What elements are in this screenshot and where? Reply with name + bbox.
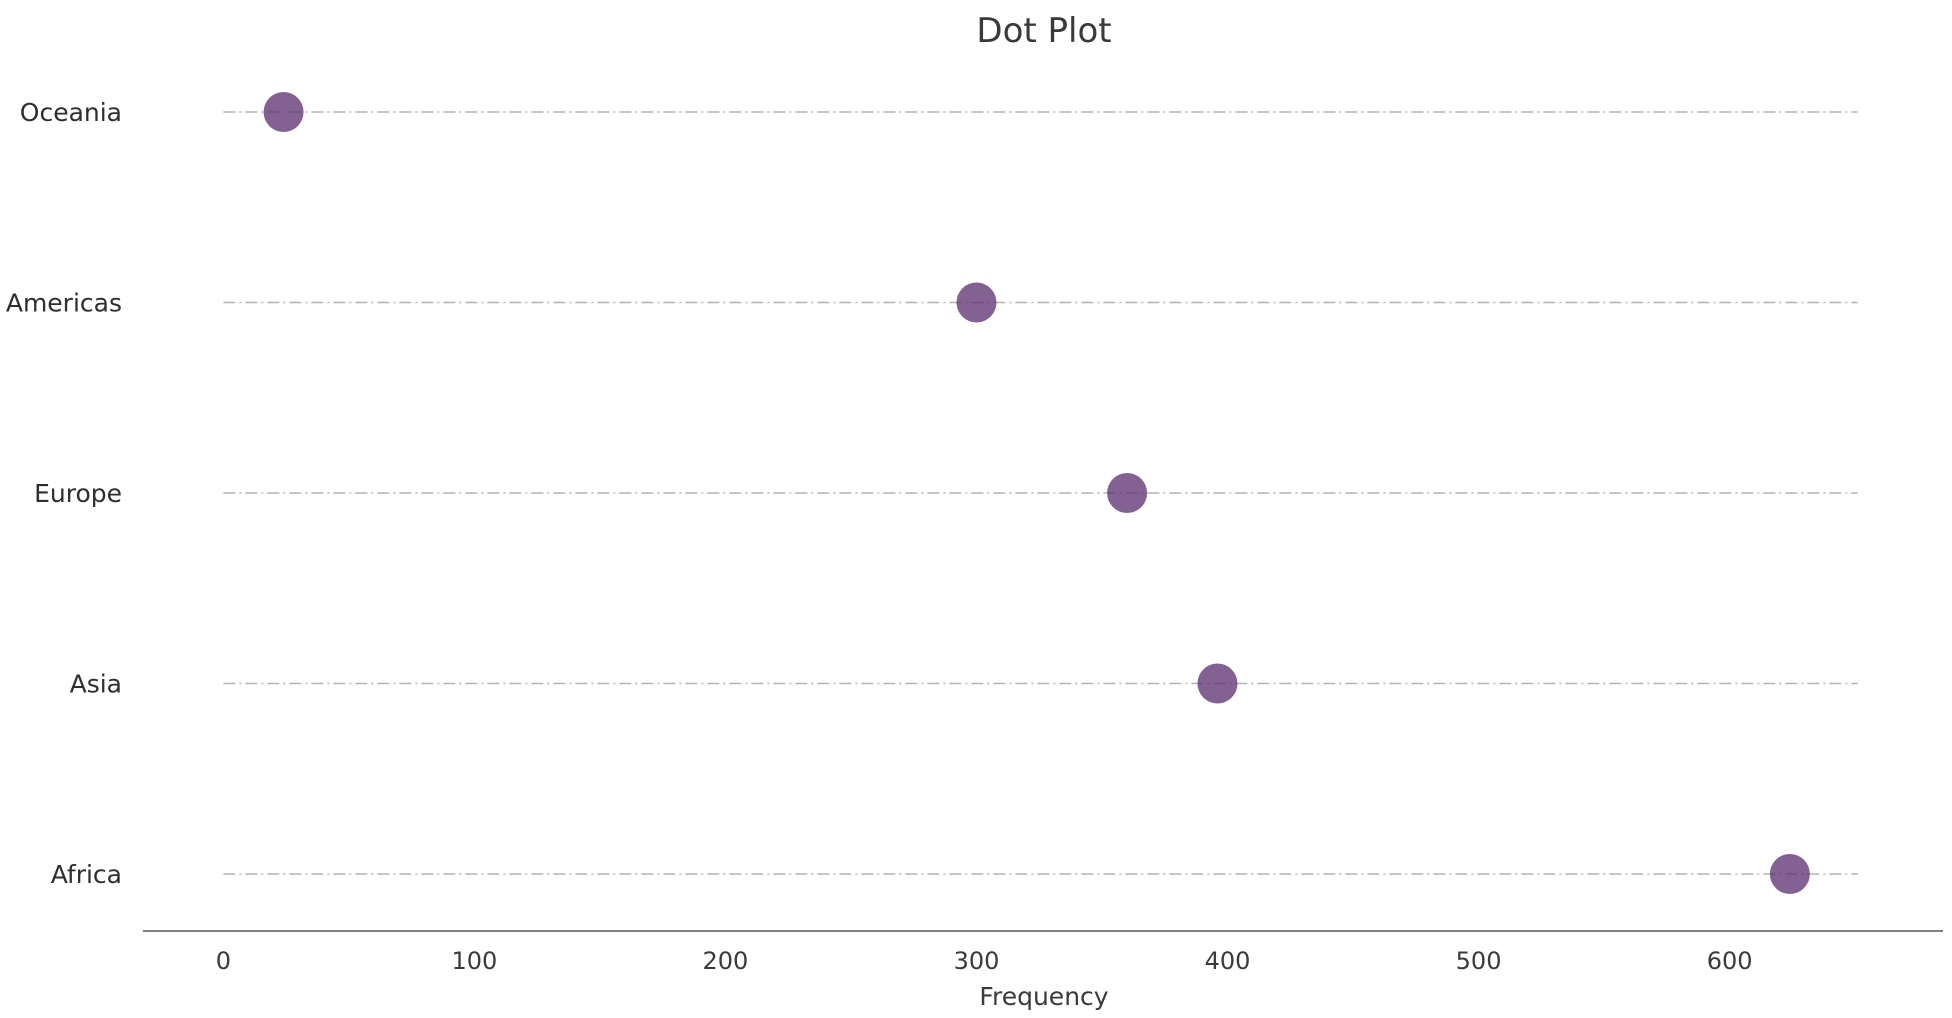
data-point xyxy=(1769,854,1810,894)
x-tick-label: 300 xyxy=(954,947,1000,975)
data-points xyxy=(263,92,1810,894)
data-point xyxy=(1197,663,1238,704)
category-label: Americas xyxy=(6,289,122,318)
x-tick-label: 0 xyxy=(216,947,231,975)
x-axis-label: Frequency xyxy=(979,982,1108,1011)
guide-lines xyxy=(223,111,1858,875)
x-tick-label: 400 xyxy=(1205,947,1251,975)
x-tick-label: 600 xyxy=(1707,947,1753,975)
category-labels: Oceania Americas Europe Asia Africa xyxy=(6,98,122,889)
category-label: Europe xyxy=(34,479,122,508)
x-tick-label: 100 xyxy=(451,947,497,975)
category-label: Africa xyxy=(51,860,122,889)
x-tick-labels: 0 100 200 300 400 500 600 xyxy=(216,947,1753,975)
x-tick-label: 500 xyxy=(1456,947,1502,975)
data-point xyxy=(263,92,304,132)
data-point xyxy=(1107,473,1148,513)
category-label: Oceania xyxy=(20,98,122,127)
x-tick-label: 200 xyxy=(703,947,749,975)
data-point xyxy=(956,282,997,323)
chart-title: Dot Plot xyxy=(976,11,1111,51)
category-label: Asia xyxy=(70,670,122,699)
